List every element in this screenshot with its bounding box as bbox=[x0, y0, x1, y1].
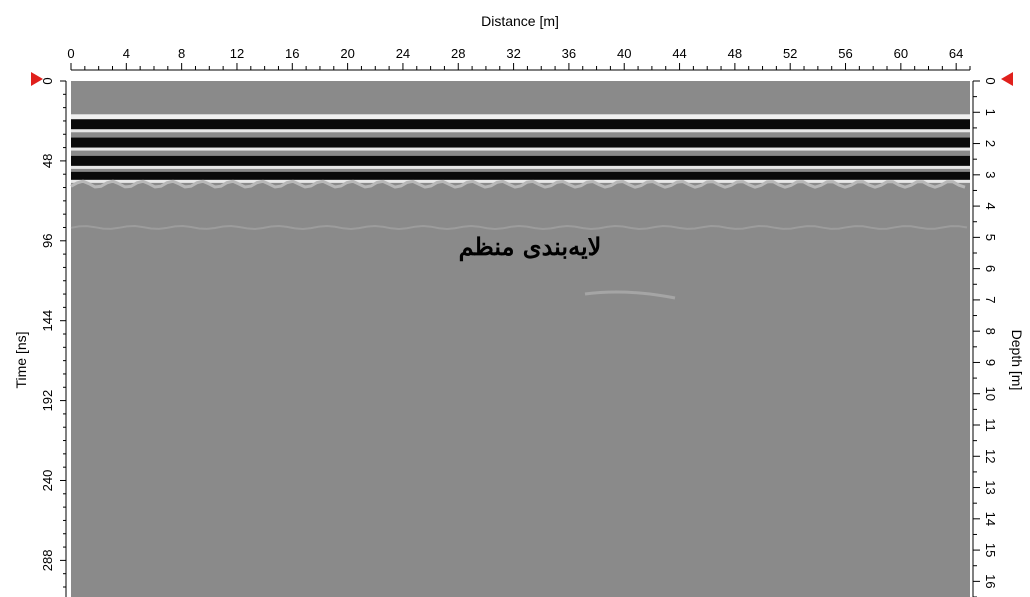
y-axis-title: Time [ns] bbox=[13, 331, 29, 388]
reflector-bands bbox=[70, 114, 970, 231]
y2-axis-title: Depth [m] bbox=[1009, 330, 1025, 391]
surface-light-band bbox=[71, 114, 970, 120]
reflector-band-3-halo bbox=[71, 165, 970, 169]
y-tick-label: 288 bbox=[40, 550, 55, 572]
ringing-texture bbox=[70, 179, 966, 189]
x-tick-label: 40 bbox=[617, 46, 631, 61]
y-tick-label: 144 bbox=[40, 310, 55, 332]
x-tick-label: 0 bbox=[67, 46, 74, 61]
y-tick-label: 240 bbox=[40, 470, 55, 492]
x-tick-label: 20 bbox=[340, 46, 354, 61]
y2-tick-label: 13 bbox=[983, 480, 998, 494]
faint-reflector-line bbox=[584, 290, 676, 300]
radargram-plot-area bbox=[70, 81, 970, 597]
x-tick-label: 48 bbox=[728, 46, 742, 61]
reflector-band-2 bbox=[71, 137, 970, 148]
faint-deep-reflector bbox=[70, 224, 968, 231]
reflector-band-4-halo bbox=[71, 179, 970, 183]
y2-tick-label: 0 bbox=[983, 77, 998, 84]
y2-tick-label: 6 bbox=[983, 265, 998, 272]
y-tick-label: 0 bbox=[40, 77, 55, 84]
y2-tick-label: 16 bbox=[983, 574, 998, 588]
right-marker-icon bbox=[1001, 72, 1013, 86]
x-tick-label: 4 bbox=[123, 46, 130, 61]
x-tick-label: 64 bbox=[949, 46, 963, 61]
y2-tick-label: 7 bbox=[983, 296, 998, 303]
y2-tick-label: 1 bbox=[983, 109, 998, 116]
reflector-band-3 bbox=[71, 155, 970, 166]
x-tick-label: 16 bbox=[285, 46, 299, 61]
regular-layering-annotation: لایه‌بندی منظم bbox=[459, 232, 602, 262]
x-axis-title: Distance [m] bbox=[481, 13, 559, 29]
y2-tick-label: 4 bbox=[983, 202, 998, 209]
x-tick-label: 52 bbox=[783, 46, 797, 61]
y-tick-label: 48 bbox=[40, 154, 55, 168]
x-tick-label: 56 bbox=[838, 46, 852, 61]
y2-tick-label: 5 bbox=[983, 234, 998, 241]
x-tick-label: 8 bbox=[178, 46, 185, 61]
y2-tick-label: 10 bbox=[983, 386, 998, 400]
reflector-band-1-halo bbox=[71, 129, 970, 133]
y2-tick-label: 11 bbox=[983, 418, 998, 432]
x-tick-label: 12 bbox=[230, 46, 244, 61]
x-tick-label: 44 bbox=[672, 46, 686, 61]
reflector-band-4 bbox=[71, 171, 970, 180]
y2-tick-label: 12 bbox=[983, 449, 998, 463]
y2-tick-label: 15 bbox=[983, 543, 998, 557]
y2-tick-label: 9 bbox=[983, 359, 998, 366]
y2-tick-label: 2 bbox=[983, 140, 998, 147]
x-tick-label: 28 bbox=[451, 46, 465, 61]
x-tick-label: 36 bbox=[562, 46, 576, 61]
y-tick-label: 192 bbox=[40, 390, 55, 412]
x-axis: 0 4 8 12 16 20 24 28 32 36 40 44 48 52 56 60 64 bbox=[67, 46, 971, 70]
reflector-band-2-halo bbox=[71, 147, 970, 151]
left-marker-icon bbox=[31, 72, 43, 86]
x-tick-label: 32 bbox=[506, 46, 520, 61]
reflector-band-1 bbox=[71, 119, 970, 130]
y-axis: 0 48 96 144 192 240 288 bbox=[40, 77, 66, 588]
y2-tick-label: 3 bbox=[983, 171, 998, 178]
x-tick-label: 60 bbox=[894, 46, 908, 61]
y-tick-label: 96 bbox=[40, 234, 55, 248]
x-tick-label: 24 bbox=[396, 46, 410, 61]
y2-tick-label: 14 bbox=[983, 512, 998, 526]
y2-tick-label: 8 bbox=[983, 328, 998, 335]
